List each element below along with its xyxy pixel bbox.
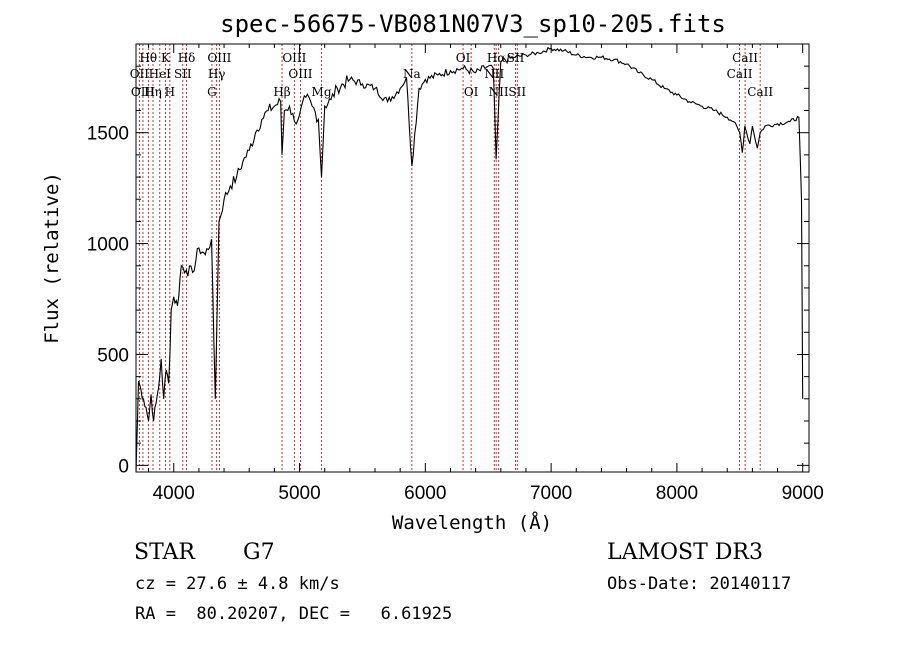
line-label: NII [484, 67, 504, 81]
line-label: Hδ [178, 51, 196, 65]
line-label: CaII [727, 67, 753, 81]
line-label: HeI [149, 67, 172, 81]
line-label: OIII [131, 85, 155, 99]
spectrum-line [136, 46, 804, 472]
x-tick-label: 5000 [278, 483, 320, 504]
line-label: OI [464, 85, 479, 99]
line-label: Hβ [273, 85, 290, 99]
line-label: OI [456, 51, 471, 65]
x-tick-label: 7000 [530, 483, 572, 504]
line-markers [138, 44, 761, 472]
y-tick-label: 0 [118, 456, 129, 477]
x-tick-label: 6000 [404, 483, 446, 504]
survey-name: LAMOST DR3 [607, 540, 763, 565]
line-label: K [161, 51, 171, 65]
line-label: SII [508, 85, 526, 99]
line-label: SII [174, 67, 192, 81]
y-tick-label: 1000 [87, 235, 129, 256]
line-label: OIII [288, 67, 312, 81]
plot-frame [135, 43, 810, 473]
line-label: NII [489, 85, 509, 99]
line-label: OII [130, 67, 150, 81]
line-label: Hη [144, 85, 162, 99]
coordinates: RA = 80.20207, DEC = 6.61925 [135, 604, 453, 624]
spectrum-series [136, 46, 804, 472]
line-label: CaII [747, 85, 773, 99]
line-label: H [165, 85, 175, 99]
line-label: Hθ [139, 51, 157, 65]
x-tick-label: 9000 [782, 483, 824, 504]
x-tick-label: 8000 [656, 483, 698, 504]
x-tick-label: 4000 [153, 483, 195, 504]
redshift-cz: cz = 27.6 ± 4.8 km/s [135, 574, 340, 594]
line-label: SII [507, 51, 525, 65]
object-subclass: G7 [243, 540, 275, 565]
y-axis-title: Flux (relative) [41, 172, 63, 344]
axis-ticks: 4000 5000 6000 7000 8000 9000 0 500 1000 1500 [87, 44, 824, 504]
line-label: OIII [282, 51, 306, 65]
line-label: Hα [487, 51, 506, 65]
chart-title: spec-56675-VB081N07V3_sp10-205.fits [220, 10, 726, 38]
line-label: Hγ [208, 67, 226, 81]
object-type: STAR [134, 540, 195, 565]
line-label: CaII [732, 51, 758, 65]
line-label: G [207, 85, 217, 99]
obs-date: Obs-Date: 20140117 [607, 574, 792, 594]
y-tick-label: 500 [97, 345, 129, 366]
y-tick-label: 1500 [87, 124, 129, 145]
line-label: OIII [207, 51, 231, 65]
line-label: Na [403, 67, 421, 81]
line-label: Mg [312, 85, 332, 99]
x-axis-title: Wavelength (Å) [392, 511, 552, 534]
